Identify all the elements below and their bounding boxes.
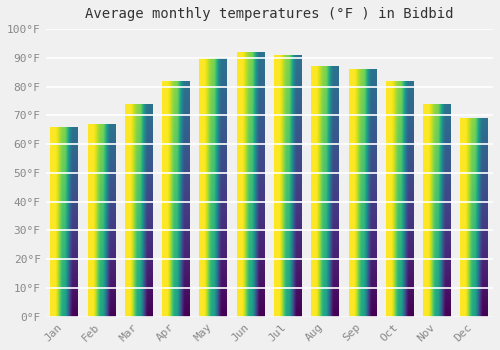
Title: Average monthly temperatures (°F ) in Bidbid: Average monthly temperatures (°F ) in Bi…	[85, 7, 454, 21]
